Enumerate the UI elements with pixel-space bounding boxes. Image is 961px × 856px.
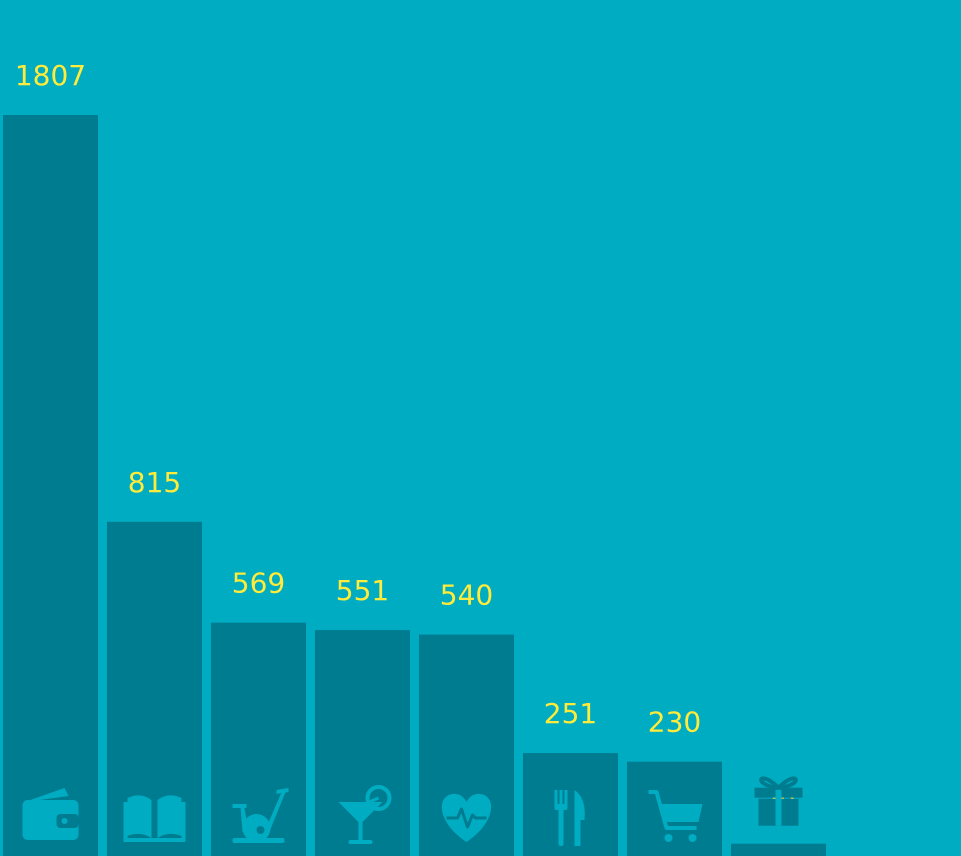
cart-icon xyxy=(648,790,703,842)
bar-value-label-restaurant: 251 xyxy=(544,697,597,730)
bar-wallet xyxy=(3,115,98,856)
bar-gift xyxy=(731,843,826,856)
bars-group: 180781556955154025123030 xyxy=(3,59,826,856)
wallet-icon xyxy=(22,788,79,840)
bar-book xyxy=(107,521,202,856)
heart-pulse-icon xyxy=(441,793,492,842)
bar-value-label-cart: 230 xyxy=(648,706,701,739)
cocktail-icon xyxy=(338,785,392,844)
bar-value-label-exercise-bike: 569 xyxy=(232,567,285,600)
bar-value-label-heart-pulse: 540 xyxy=(440,579,493,612)
restaurant-icon xyxy=(554,790,585,846)
bar-value-label-cocktail: 551 xyxy=(336,574,389,607)
bar-value-label-book: 815 xyxy=(128,466,181,499)
bar-restaurant xyxy=(523,753,618,856)
exercise-bike-icon xyxy=(232,788,289,843)
bar-value-label-wallet: 1807 xyxy=(15,59,86,92)
gift-icon xyxy=(754,776,803,826)
book-icon xyxy=(123,795,186,842)
